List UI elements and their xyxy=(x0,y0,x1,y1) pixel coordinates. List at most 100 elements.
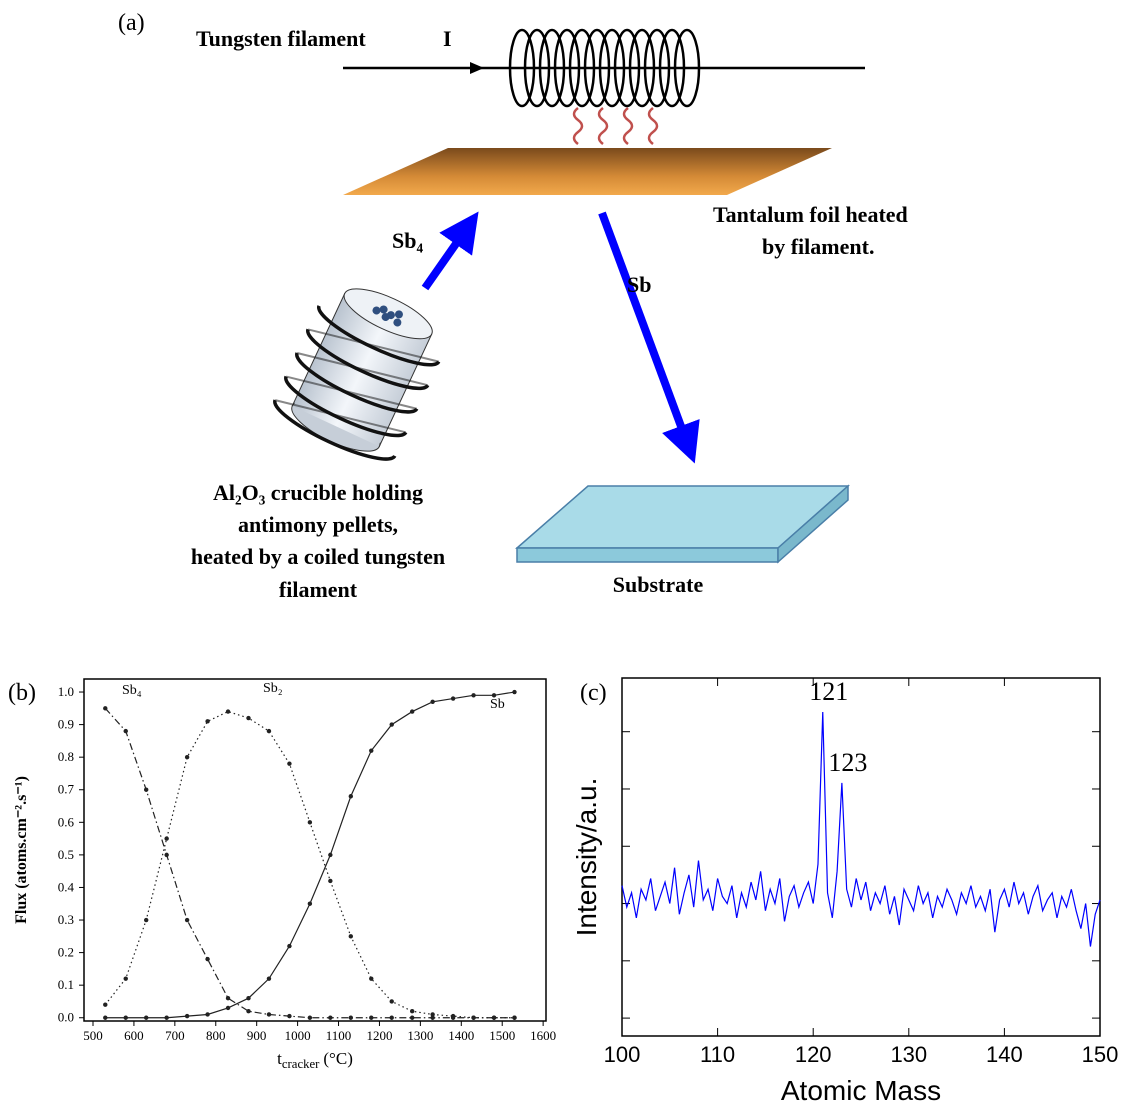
data-point xyxy=(491,693,497,698)
data-point xyxy=(430,1015,435,1020)
sb-arrow xyxy=(598,211,700,464)
data-point xyxy=(389,999,394,1004)
data-point xyxy=(103,706,108,711)
x-tick-label: 700 xyxy=(165,1028,185,1043)
data-point xyxy=(246,715,251,721)
x-tick-label: 1500 xyxy=(489,1028,515,1043)
substrate xyxy=(515,484,850,564)
data-point xyxy=(123,976,128,981)
crucible xyxy=(273,288,441,461)
data-point xyxy=(430,699,435,704)
chart: (c) 100 110 120 130 140 150 Intensity/a.u. Atomi… xyxy=(571,677,1118,1106)
x-tick-label: 500 xyxy=(83,1028,103,1043)
peak-label: 121 xyxy=(809,677,848,706)
data-point xyxy=(266,728,272,734)
x-tick-label: 130 xyxy=(890,1042,927,1067)
data-point xyxy=(328,878,333,884)
y-tick-label: 1.0 xyxy=(58,684,74,699)
data-point xyxy=(123,1015,128,1020)
x-tick-label: 140 xyxy=(986,1042,1023,1067)
x-tick-label: 1200 xyxy=(366,1028,392,1043)
data-point xyxy=(389,722,394,727)
data-point xyxy=(246,996,251,1001)
tantalum-foil xyxy=(343,148,832,195)
y-tick-label: 0.0 xyxy=(58,1010,74,1025)
data-point xyxy=(205,956,210,962)
data-point xyxy=(328,1015,333,1020)
data-point xyxy=(369,1015,374,1020)
data-point xyxy=(307,820,313,825)
data-point xyxy=(144,787,149,792)
y-tick-label: 0.1 xyxy=(58,977,74,992)
data-point xyxy=(164,852,169,858)
data-point xyxy=(512,689,517,695)
data-point xyxy=(409,1015,415,1020)
data-point xyxy=(123,728,128,734)
data-point xyxy=(164,836,169,841)
y-tick-label: 0.7 xyxy=(58,782,75,797)
data-point xyxy=(225,1005,231,1011)
x-axis-label: Atomic Mass xyxy=(781,1075,941,1106)
charts: (b) 500 600 700 800 900 1000 1100 1200 1300 1400 15… xyxy=(8,677,1118,1106)
x-axis-label-part: (°C) xyxy=(323,1049,352,1068)
data-point xyxy=(348,794,354,799)
x-axis-label-part: t xyxy=(277,1049,282,1068)
series-label: Sb₂ xyxy=(263,681,283,696)
x-tick-label: 1600 xyxy=(530,1028,556,1043)
x-tick-label: 1100 xyxy=(326,1028,352,1043)
sb4-label: Sb₄ xyxy=(392,228,423,253)
y-tick-label: 0.4 xyxy=(58,879,75,894)
current-label: I xyxy=(443,26,452,51)
filament-coil xyxy=(508,28,701,108)
panel-label: (a) xyxy=(118,10,145,36)
series-label: Sb xyxy=(490,697,505,712)
data-point xyxy=(266,976,272,981)
current-arrow xyxy=(470,62,484,74)
y-axis-label: Flux (atoms.cm⁻².s⁻¹) xyxy=(13,776,30,924)
x-tick-label: 800 xyxy=(206,1028,226,1043)
foil-label: by filament. xyxy=(762,234,874,259)
y-tick-label: 0.8 xyxy=(58,749,74,764)
data-point xyxy=(369,976,374,981)
heat-waves xyxy=(572,107,659,145)
data-point xyxy=(348,1015,354,1020)
data-point xyxy=(287,943,292,949)
data-point xyxy=(307,1015,313,1020)
x-tick-label: 1300 xyxy=(407,1028,433,1043)
data-point xyxy=(184,917,190,923)
y-tick-label: 0.5 xyxy=(58,847,74,862)
x-tick-label: 1000 xyxy=(285,1028,311,1043)
data-point xyxy=(103,1015,108,1020)
x-tick-label: 150 xyxy=(1082,1042,1119,1067)
data-point xyxy=(430,1012,435,1017)
data-point xyxy=(450,1013,456,1019)
crucible-label: filament xyxy=(279,577,358,602)
x-tick-label: 100 xyxy=(604,1042,641,1067)
chart: (b) 500 600 700 800 900 1000 1100 1200 1300 1400 15… xyxy=(8,678,556,1071)
data-point xyxy=(225,709,231,714)
series-line xyxy=(621,711,1101,947)
data-point xyxy=(471,1015,476,1020)
panel-label: (c) xyxy=(580,680,607,706)
peak-label: 123 xyxy=(828,748,867,777)
data-point xyxy=(287,1013,292,1019)
data-point xyxy=(246,1009,251,1014)
data-point xyxy=(164,1015,169,1020)
data-point xyxy=(103,1002,108,1007)
data-point xyxy=(328,852,333,858)
series-label: Sb₄ xyxy=(122,683,142,698)
panel-a: (a) Tungsten filament I Tantalum foil he… xyxy=(118,10,908,602)
data-point xyxy=(512,1015,517,1020)
y-tick-label: 0.2 xyxy=(58,945,74,960)
data-point xyxy=(205,719,210,724)
data-point xyxy=(491,1015,497,1020)
x-tick-label: 1400 xyxy=(448,1028,474,1043)
data-point xyxy=(409,1009,415,1014)
data-point xyxy=(389,1015,394,1020)
data-point xyxy=(307,901,313,906)
x-axis-label-part: cracker xyxy=(282,1057,320,1071)
plot-frame xyxy=(621,677,1101,1037)
crucible-label: antimony pellets, xyxy=(238,512,398,537)
plot-frame xyxy=(83,678,547,1022)
crucible-label: Al₂O₃ crucible holding xyxy=(213,480,423,505)
